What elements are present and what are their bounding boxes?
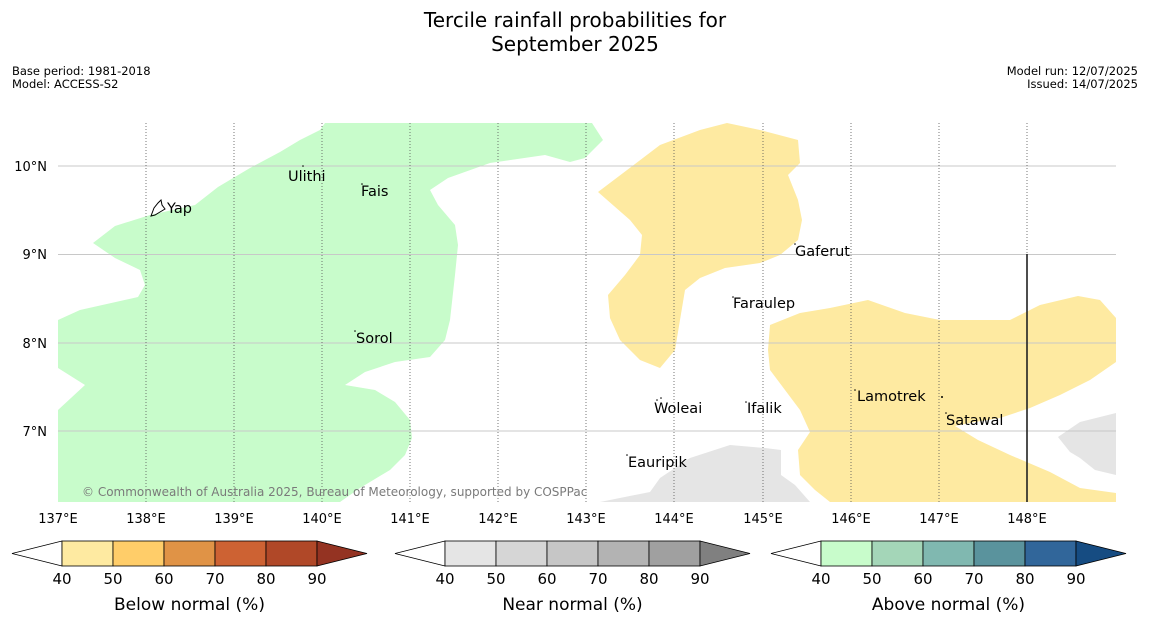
model-name: Model: ACCESS-S2	[12, 77, 119, 91]
lon-label-139e: 139°E	[214, 512, 254, 527]
lat-label-7n: 7°N	[23, 425, 48, 440]
above-normal-tick-label: 70	[964, 570, 983, 588]
lat-label-8n: 8°N	[23, 337, 48, 352]
lon-label-141e: 141°E	[390, 512, 430, 527]
lon-label-148e: 148°E	[1007, 512, 1047, 527]
label-gaferut: Gaferut	[795, 244, 850, 260]
near-normal-tick-label: 80	[639, 570, 658, 588]
lat-label-10n: 10°N	[14, 160, 47, 175]
near-normal-arrow-low	[394, 540, 446, 567]
lon-label-147e: 147°E	[919, 512, 959, 527]
lon-label-145e: 145°E	[743, 512, 783, 527]
near-normal-region-east	[1058, 413, 1116, 475]
yap-island	[150, 198, 166, 217]
below-normal-arrow-high	[316, 540, 368, 567]
title-line-1: Tercile rainfall probabilities for	[423, 8, 727, 32]
copyright-notice: © Commonwealth of Australia 2025, Bureau…	[82, 485, 587, 499]
below-normal-swatch	[265, 540, 318, 567]
below-normal-region-north	[598, 123, 802, 368]
near-normal-tick-label: 40	[435, 570, 454, 588]
near-normal-tick-label: 70	[588, 570, 607, 588]
lon-label-146e: 146°E	[831, 512, 871, 527]
above-normal-legend-label: Above normal (%)	[872, 595, 1025, 615]
label-woleai: Woleai	[654, 401, 702, 417]
above-normal-tick-label: 90	[1066, 570, 1085, 588]
above-normal-swatch	[922, 540, 975, 567]
below-normal-swatch	[61, 540, 114, 567]
below-normal-tick-label: 50	[103, 570, 122, 588]
meta-right: Model run: 12/07/2025 Issued: 14/07/2025	[1007, 65, 1138, 91]
near-normal-tick-label: 50	[486, 570, 505, 588]
above-normal-swatch	[871, 540, 924, 567]
label-eauripik: Eauripik	[628, 455, 687, 471]
lon-label-140e: 140°E	[302, 512, 342, 527]
legend-near-normal: 40 50 60 70 80 90 Near normal (%)	[394, 540, 751, 615]
near-normal-swatch	[495, 540, 548, 567]
title-line-2: September 2025	[491, 32, 659, 56]
below-normal-tick-label: 90	[307, 570, 326, 588]
meta-left: Base period: 1981-2018 Model: ACCESS-S2	[12, 65, 151, 91]
near-normal-tick-label: 60	[537, 570, 556, 588]
legend-above-normal: 40 50 60 70 80 90 Above normal (%)	[770, 540, 1127, 615]
near-normal-swatch	[648, 540, 701, 567]
below-normal-tick-label: 40	[52, 570, 71, 588]
above-normal-tick-label: 40	[811, 570, 830, 588]
base-period: Base period: 1981-2018	[12, 64, 151, 78]
lon-label-143e: 143°E	[566, 512, 606, 527]
model-run: Model run: 12/07/2025	[1006, 64, 1138, 78]
above-normal-arrow-low	[770, 540, 822, 567]
below-normal-region-southeast	[768, 296, 1116, 502]
below-normal-arrow-low	[11, 540, 63, 567]
lon-label-138e: 138°E	[126, 512, 166, 527]
above-normal-swatch	[820, 540, 873, 567]
label-satawal: Satawal	[946, 413, 1003, 429]
below-normal-tick-label: 70	[205, 570, 224, 588]
lon-label-144e: 144°E	[654, 512, 694, 527]
near-normal-swatch	[444, 540, 497, 567]
above-normal-tick-label: 60	[913, 570, 932, 588]
label-lamotrek: Lamotrek	[857, 389, 926, 405]
below-normal-swatch	[112, 540, 165, 567]
label-sorol: Sorol	[356, 331, 393, 347]
label-ifalik: Ifalik	[747, 401, 782, 417]
lat-label-9n: 9°N	[23, 248, 48, 263]
label-fais: Fais	[361, 184, 388, 200]
above-normal-swatch	[973, 540, 1026, 567]
above-normal-tick-label: 50	[862, 570, 881, 588]
below-normal-swatch	[214, 540, 267, 567]
above-normal-tick-label: 80	[1015, 570, 1034, 588]
label-yap: Yap	[166, 201, 192, 217]
lon-label-137e: 137°E	[38, 512, 78, 527]
lon-label-142e: 142°E	[478, 512, 518, 527]
below-normal-tick-label: 80	[256, 570, 275, 588]
label-ulithi: Ulithi	[288, 169, 326, 185]
near-normal-swatch	[546, 540, 599, 567]
near-normal-tick-label: 90	[690, 570, 709, 588]
near-normal-swatch	[597, 540, 650, 567]
above-normal-region	[58, 123, 603, 502]
label-faraulep: Faraulep	[733, 296, 795, 312]
legend-below-normal: 40 50 60 70 80 90 Below normal (%)	[11, 540, 368, 615]
map-title: Tercile rainfall probabilities for Septe…	[0, 8, 1150, 56]
above-normal-swatch	[1024, 540, 1077, 567]
issued-date: Issued: 14/07/2025	[1027, 77, 1138, 91]
near-normal-legend-label: Near normal (%)	[502, 595, 642, 615]
map-area	[58, 123, 1116, 502]
below-normal-swatch	[163, 540, 216, 567]
above-normal-arrow-high	[1075, 540, 1127, 567]
below-normal-legend-label: Below normal (%)	[114, 595, 265, 615]
near-normal-arrow-high	[699, 540, 751, 567]
below-normal-tick-label: 60	[154, 570, 173, 588]
near-normal-region-south	[600, 445, 810, 502]
